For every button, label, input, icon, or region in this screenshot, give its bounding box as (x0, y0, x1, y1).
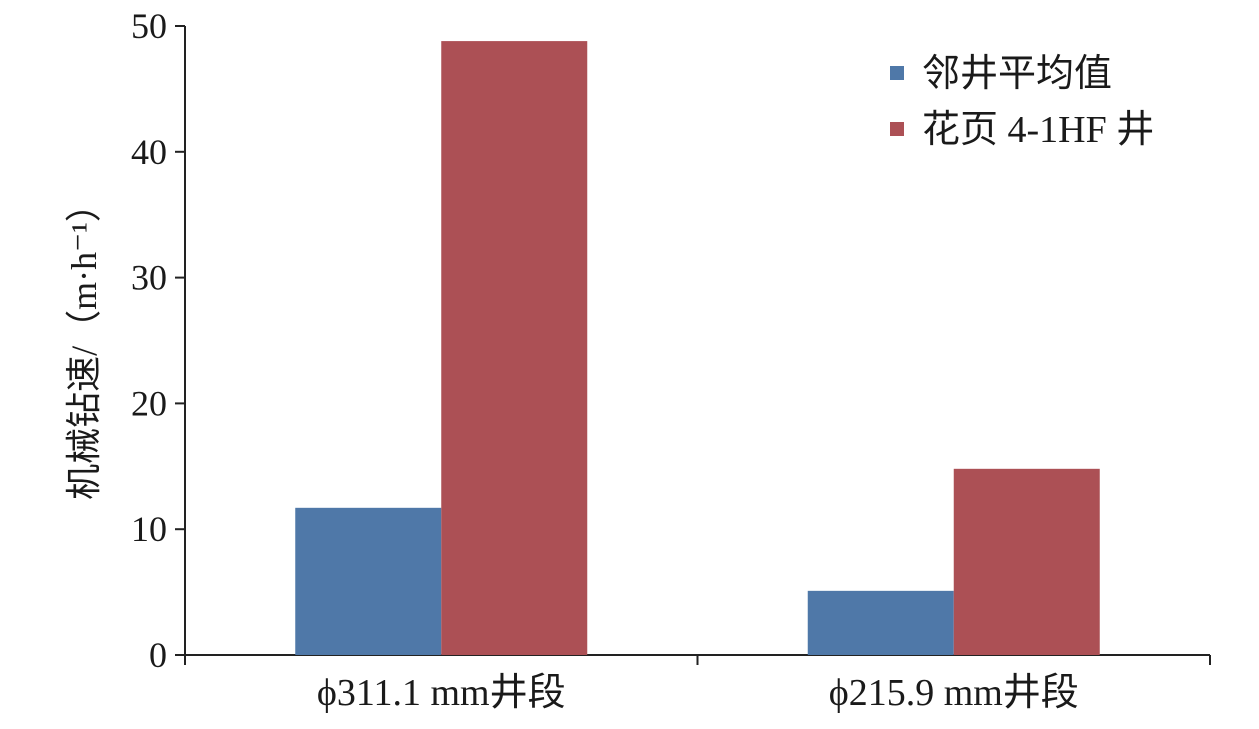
y-tick-label: 30 (131, 258, 167, 298)
y-tick-label: 40 (131, 132, 167, 172)
legend-swatch (890, 66, 904, 80)
y-tick-label: 10 (131, 509, 167, 549)
y-tick-label: 0 (149, 635, 167, 675)
y-tick-label: 20 (131, 383, 167, 423)
y-axis: 0 10 20 30 40 50 (131, 6, 186, 675)
bars-group (295, 41, 1100, 655)
y-axis-title: 机械钻速/（m·h⁻¹） (64, 186, 104, 500)
y-tick-label: 50 (131, 6, 167, 46)
x-axis: ϕ311.1 mm井段 ϕ215.9 mm井段 (184, 654, 1211, 714)
bar (807, 590, 954, 655)
bar (441, 41, 588, 655)
legend-label: 花页 4-1HF 井 (922, 109, 1154, 151)
x-category-label: ϕ215.9 mm井段 (829, 672, 1079, 714)
x-category-label: ϕ311.1 mm井段 (317, 672, 566, 714)
bar (953, 468, 1100, 655)
legend-swatch (890, 122, 904, 136)
legend-label: 邻井平均值 (922, 53, 1112, 95)
bar (295, 507, 442, 655)
